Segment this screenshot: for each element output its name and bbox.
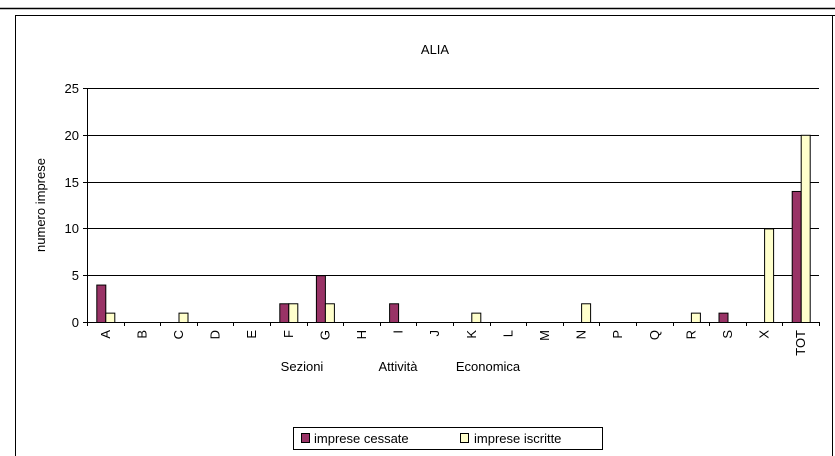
- bar-iscritte-tot: [800, 134, 811, 323]
- x-tick-label-x: X: [757, 330, 772, 339]
- y-tick-label: 5: [72, 268, 79, 283]
- legend-swatch-cessate: [301, 433, 310, 443]
- bar-cessate-i: [389, 303, 400, 323]
- legend: imprese cessate imprese iscritte: [293, 427, 603, 450]
- bar-iscritte-n: [581, 303, 592, 323]
- x-tick-label-h: H: [354, 330, 369, 339]
- x-tick-label-b: B: [134, 330, 149, 339]
- bar-cessate-s: [718, 312, 729, 324]
- bar-cessate-a: [96, 284, 107, 323]
- x-tick-label-q: Q: [647, 330, 662, 340]
- legend-label-iscritte: imprese iscritte: [474, 431, 561, 446]
- x-tick-label-s: S: [720, 330, 735, 339]
- y-tick-label: 0: [72, 315, 79, 330]
- x-tick-label-i: I: [391, 330, 406, 334]
- x-tick-label-k: K: [464, 330, 479, 339]
- bar-iscritte-k: [471, 312, 482, 324]
- x-tick-label-j: J: [427, 330, 442, 337]
- x-axis-label-part-2: Attività: [378, 359, 418, 374]
- plot-area: 0 5 10 15 20 25 A B C D E F G H I J K L M N P Q R S X TOT: [65, 81, 820, 356]
- x-tick-label-g: G: [317, 330, 332, 340]
- y-tick-label: 20: [65, 128, 79, 143]
- y-axis-label: numero imprese: [33, 158, 48, 252]
- legend-swatch-iscritte: [460, 433, 469, 443]
- x-tick-label-m: M: [537, 330, 552, 341]
- x-tick-label-r: R: [683, 330, 698, 339]
- x-axis-label-part-1: Sezioni: [281, 359, 324, 374]
- bar-iscritte-f: [288, 303, 299, 323]
- bar-iscritte-r: [690, 312, 701, 324]
- x-tick-label-e: E: [244, 330, 259, 339]
- x-tick-label-c: C: [171, 330, 186, 339]
- x-tick-label-tot: TOT: [793, 330, 808, 356]
- chart-title: ALIA: [421, 42, 450, 57]
- bar-iscritte-x: [764, 228, 775, 323]
- y-tick-label: 25: [65, 81, 79, 96]
- legend-box: [293, 427, 603, 450]
- x-axis-label-part-3: Economica: [456, 359, 521, 374]
- x-tick-label-f: F: [281, 330, 296, 338]
- legend-label-cessate: imprese cessate: [314, 431, 409, 446]
- x-tick-label-a: A: [98, 330, 113, 339]
- bar-iscritte-c: [178, 312, 189, 324]
- x-tick-label-n: N: [574, 330, 589, 339]
- bar-cessate-g: [315, 275, 326, 324]
- y-tick-label: 10: [65, 221, 79, 236]
- bar-cessate-tot: [791, 190, 802, 323]
- x-tick-label-d: D: [208, 330, 223, 339]
- y-tick-label: 15: [65, 175, 79, 190]
- bar-iscritte-g: [324, 303, 335, 323]
- x-tick-label-p: P: [610, 330, 625, 339]
- bar-iscritte-a: [105, 312, 116, 324]
- bar-cessate-f: [279, 303, 290, 323]
- x-tick-label-l: L: [500, 330, 515, 337]
